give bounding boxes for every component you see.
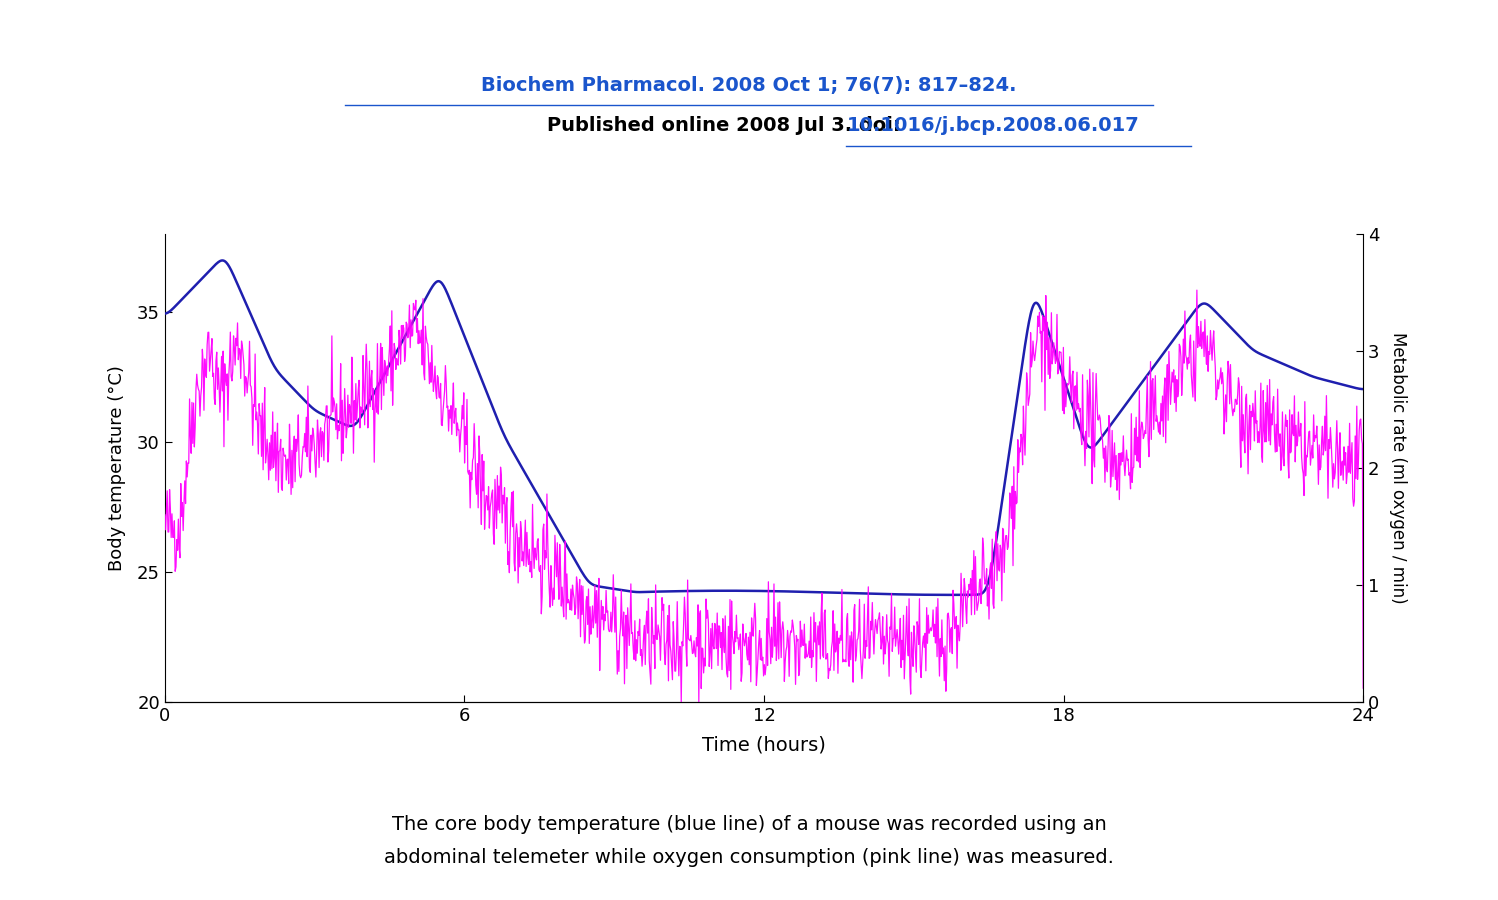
Y-axis label: Metabolic rate (ml oxygen / min): Metabolic rate (ml oxygen / min) [1389, 332, 1407, 604]
Text: abdominal telemeter while oxygen consumption (pink line) was measured.: abdominal telemeter while oxygen consump… [383, 848, 1115, 867]
Text: 10.1016/j.bcp.2008.06.017: 10.1016/j.bcp.2008.06.017 [846, 116, 1138, 135]
Text: Biochem Pharmacol. 2008 Oct 1; 76(7): 817–824.: Biochem Pharmacol. 2008 Oct 1; 76(7): 81… [481, 76, 1017, 94]
X-axis label: Time (hours): Time (hours) [703, 736, 825, 755]
Y-axis label: Body temperature (°C): Body temperature (°C) [108, 365, 126, 571]
Text: Published online 2008 Jul 3. doi:: Published online 2008 Jul 3. doi: [547, 116, 914, 135]
Text: The core body temperature (blue line) of a mouse was recorded using an: The core body temperature (blue line) of… [391, 814, 1107, 833]
